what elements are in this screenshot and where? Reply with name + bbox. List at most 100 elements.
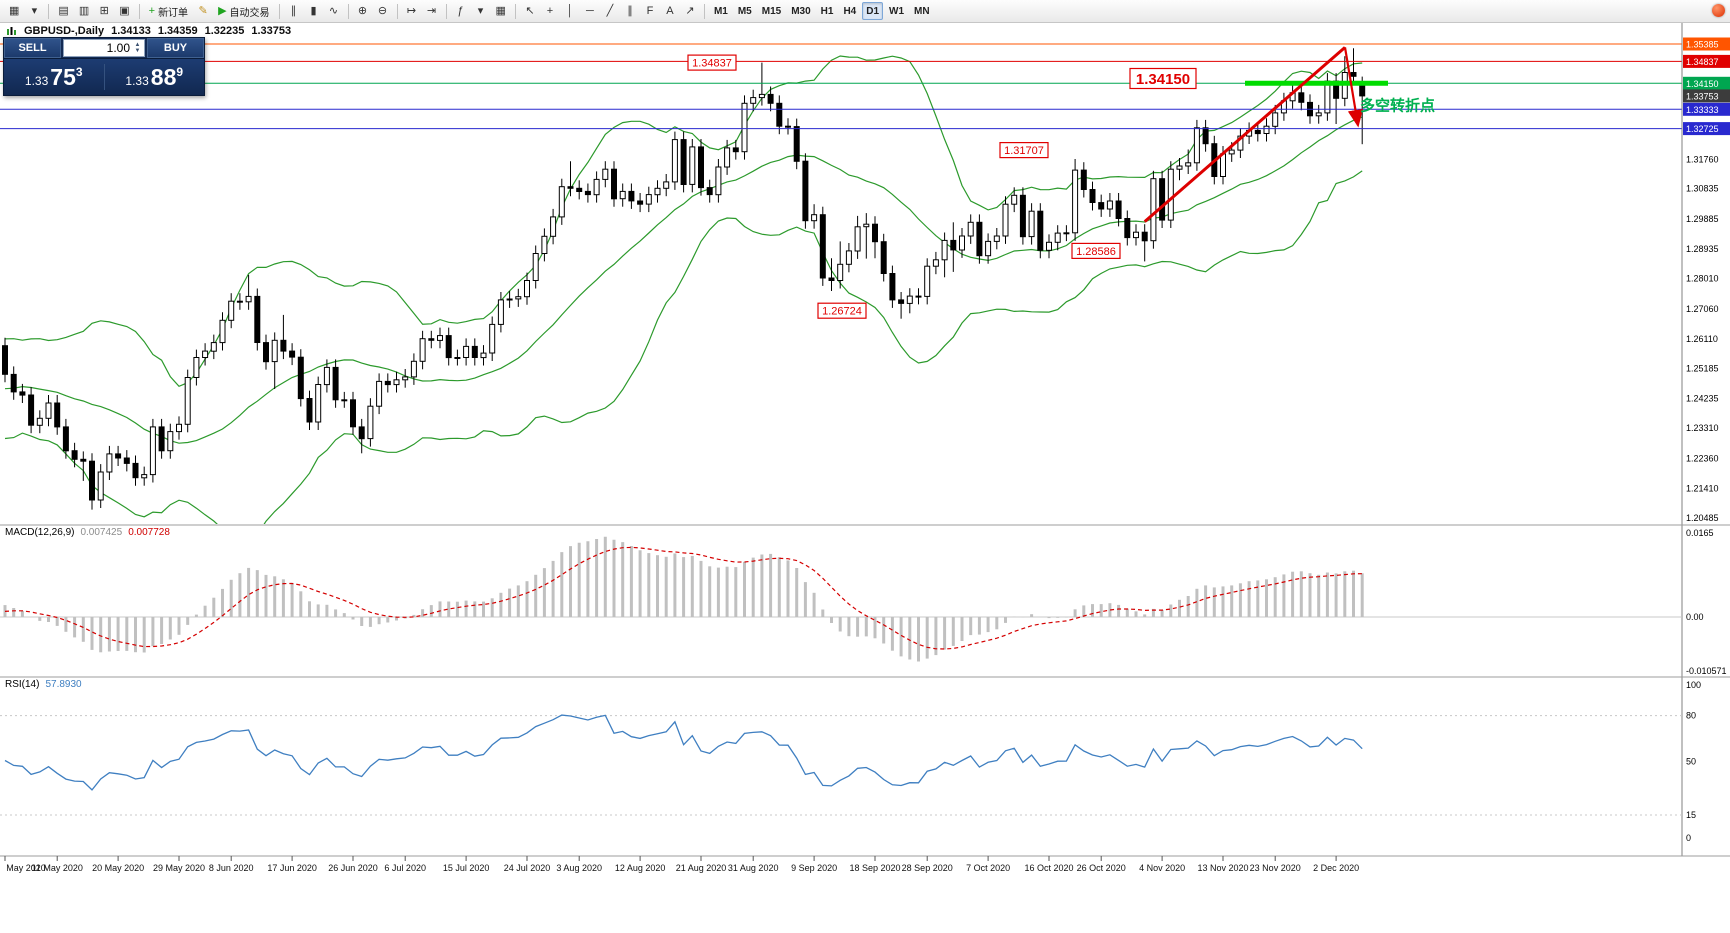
terminal-button[interactable]: ▣ (115, 2, 133, 20)
data-window-icon: ▥ (78, 4, 90, 17)
candle (341, 399, 348, 402)
candle (1054, 232, 1061, 243)
candle (671, 139, 678, 183)
cursor-tool-button[interactable]: ↖ (521, 2, 539, 20)
timeframe-m5-button[interactable]: M5 (734, 2, 756, 20)
candle (36, 417, 43, 426)
ask-price[interactable]: 1.33889 (105, 64, 205, 91)
market-watch-button[interactable]: ▤ (54, 2, 72, 20)
price-callout[interactable]: 1.26724 (817, 302, 867, 319)
time-axis-label: 8 Jun 2020 (209, 863, 254, 873)
spinner-up-icon[interactable]: ▲ (134, 42, 141, 48)
line-chart-button[interactable]: ∿ (325, 2, 343, 20)
trend-line[interactable] (1143, 46, 1346, 223)
price-badge: 1.33333 (1683, 102, 1730, 116)
periods-menu-icon: ▾ (477, 4, 484, 17)
candle (985, 240, 992, 257)
candle (236, 300, 243, 303)
main-pane[interactable]: 1.34837 1.34150 1.31707 1.28586 1.26724 多空转折点 (0, 43, 1682, 541)
timeframe-m15-button[interactable]: M15 (758, 2, 785, 20)
candlestick-chart-button[interactable]: ▮ (305, 2, 323, 20)
timeframe-m30-button[interactable]: M30 (787, 2, 814, 20)
timeframe-h1-button[interactable]: H1 (817, 2, 838, 20)
zoom-in-button[interactable]: ⊕ (354, 2, 372, 20)
autotrading-button[interactable]: ▶ 自动交易 (214, 2, 273, 20)
candle (480, 352, 487, 359)
chart-shift-button[interactable]: ⇥ (423, 2, 441, 20)
buy-button[interactable]: BUY (147, 38, 204, 58)
candle (489, 323, 496, 354)
new-order-button[interactable]: + 新订单 (145, 2, 192, 20)
horizontal-line-tool-button[interactable]: ─ (581, 2, 599, 20)
candle (2, 345, 8, 375)
zoom-out-button[interactable]: ⊖ (374, 2, 392, 20)
time-axis-label: May 2020 (6, 863, 46, 873)
candles (2, 48, 1366, 510)
rsi-axis-label: 50 (1686, 757, 1696, 767)
time-axis-label: 20 May 2020 (92, 863, 144, 873)
indicators-list-button[interactable]: ƒ (452, 2, 470, 20)
lot-size-input[interactable]: 1.00 ▲ ▼ (63, 39, 145, 57)
text-tool-button[interactable]: A (661, 2, 679, 20)
time-axis-label: 7 Oct 2020 (966, 863, 1010, 873)
auto-scroll-button[interactable]: ↦ (403, 2, 421, 20)
bid-price[interactable]: 1.33753 (4, 64, 104, 91)
reversal-arrow[interactable] (1343, 47, 1364, 128)
chart-canvas[interactable]: 1.34837 1.34150 1.31707 1.28586 1.26724 多空转折点… (0, 22, 1730, 933)
price-callout[interactable]: 1.28586 (1071, 242, 1121, 259)
chart-window-icon (7, 26, 16, 35)
candle (97, 471, 104, 501)
zoom-in-icon: ⊕ (357, 4, 368, 17)
candle (62, 426, 69, 452)
candle (654, 187, 661, 196)
price-callout[interactable]: 1.34150 (1129, 67, 1197, 90)
autotrading-label: 自动交易 (229, 7, 270, 19)
new-chart-button[interactable]: ▦ (5, 2, 23, 20)
macd-pane[interactable] (0, 536, 1682, 662)
lot-spinner[interactable]: ▲ ▼ (132, 40, 143, 56)
metaeditor-button[interactable]: ✎ (194, 2, 212, 20)
candle (1228, 149, 1235, 155)
channel-tool-button[interactable]: ∥ (621, 2, 639, 20)
price-callout[interactable]: 1.34837 (687, 54, 737, 71)
chart-profiles-button[interactable]: ▾ (25, 2, 43, 20)
bar-chart-button[interactable]: ∥ (285, 2, 303, 20)
spinner-down-icon[interactable]: ▼ (134, 48, 141, 54)
candle (915, 295, 922, 298)
timeframe-w1-button[interactable]: W1 (885, 2, 908, 20)
timeframe-d1-button[interactable]: D1 (862, 2, 884, 20)
time-axis-label: 16 Oct 2020 (1024, 863, 1073, 873)
candle (445, 335, 452, 359)
candle (1220, 153, 1226, 177)
price-axis[interactable]: 1.31760 1.30835 1.29885 1.28935 1.28010 1.270… (1681, 22, 1730, 856)
navigator-button[interactable]: ⊞ (95, 2, 113, 20)
cn-annotation[interactable]: 多空转折点 (1360, 96, 1435, 114)
candle (698, 146, 704, 189)
sell-button[interactable]: SELL (4, 38, 61, 58)
crosshair-tool-button[interactable]: + (541, 2, 559, 20)
data-window-button[interactable]: ▥ (75, 2, 93, 20)
candle (289, 350, 296, 358)
trendline-tool-button[interactable]: ╱ (601, 2, 619, 20)
timeframe-mn-button[interactable]: MN (910, 2, 934, 20)
timeframe-m1-button[interactable]: M1 (710, 2, 732, 20)
arrow-tool-button[interactable]: ↗ (681, 2, 699, 20)
timeframe-h4-button[interactable]: H4 (839, 2, 860, 20)
candle (297, 356, 304, 400)
ask-prefix: 1.33 (125, 73, 149, 88)
rsi-axis-label: 0 (1686, 833, 1691, 843)
svg-text:1.35385: 1.35385 (1686, 40, 1719, 50)
time-axis-label: 17 Jun 2020 (267, 863, 317, 873)
rsi-name: RSI(14) (5, 679, 40, 690)
price-callout[interactable]: 1.31707 (999, 141, 1049, 159)
rsi-pane[interactable] (0, 714, 1682, 816)
price-axis-label: 1.22360 (1686, 453, 1719, 463)
vertical-line-tool-button[interactable]: │ (561, 2, 579, 20)
candle (715, 166, 722, 196)
periods-menu-button[interactable]: ▾ (472, 2, 490, 20)
crosshair-tool-icon: + (546, 4, 554, 17)
templates-menu-button[interactable]: ▦ (492, 2, 510, 20)
candle (306, 398, 313, 423)
fibonacci-tool-button[interactable]: F (641, 2, 659, 20)
